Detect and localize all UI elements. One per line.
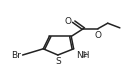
Text: S: S	[55, 57, 61, 66]
Text: O: O	[94, 31, 101, 40]
Text: NH: NH	[76, 51, 90, 60]
Text: Br: Br	[11, 51, 21, 59]
Text: 2: 2	[83, 52, 87, 58]
Text: O: O	[64, 17, 71, 26]
